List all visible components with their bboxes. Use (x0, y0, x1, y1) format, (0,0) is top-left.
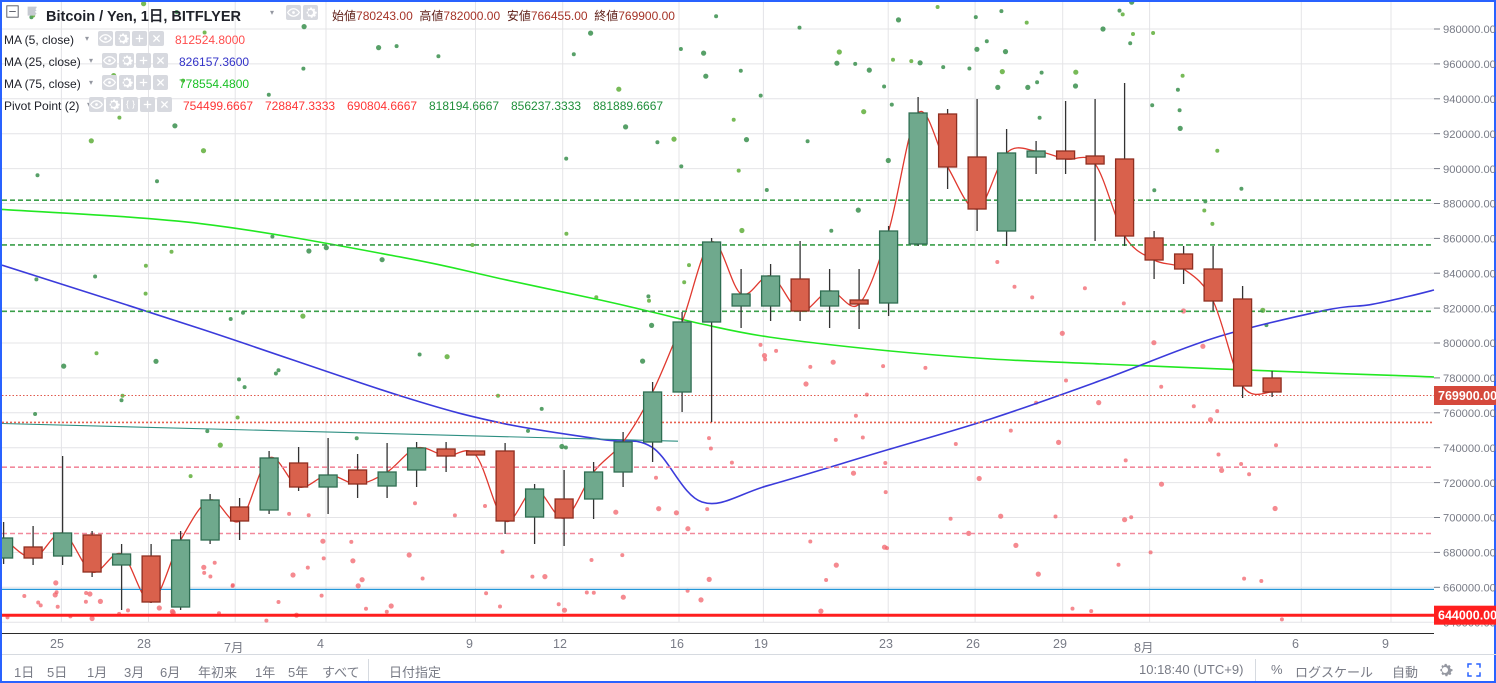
svg-text:660000.00: 660000.00 (1443, 583, 1496, 595)
svg-text:900000.00: 900000.00 (1443, 164, 1496, 176)
svg-text:940000.00: 940000.00 (1443, 94, 1496, 106)
svg-text:740000.00: 740000.00 (1443, 443, 1496, 455)
svg-text:880000.00: 880000.00 (1443, 199, 1496, 211)
svg-text:840000.00: 840000.00 (1443, 268, 1496, 280)
svg-text:980000.00: 980000.00 (1443, 24, 1496, 36)
svg-text:700000.00: 700000.00 (1443, 513, 1496, 525)
svg-text:820000.00: 820000.00 (1443, 303, 1496, 315)
svg-text:860000.00: 860000.00 (1443, 234, 1496, 246)
svg-text:720000.00: 720000.00 (1443, 478, 1496, 490)
svg-text:780000.00: 780000.00 (1443, 373, 1496, 385)
svg-text:644000.00: 644000.00 (1438, 609, 1496, 623)
svg-text:680000.00: 680000.00 (1443, 548, 1496, 560)
svg-text:960000.00: 960000.00 (1443, 59, 1496, 71)
svg-text:800000.00: 800000.00 (1443, 338, 1496, 350)
svg-text:920000.00: 920000.00 (1443, 129, 1496, 141)
svg-text:760000.00: 760000.00 (1443, 408, 1496, 420)
svg-text:769900.00: 769900.00 (1438, 389, 1496, 403)
